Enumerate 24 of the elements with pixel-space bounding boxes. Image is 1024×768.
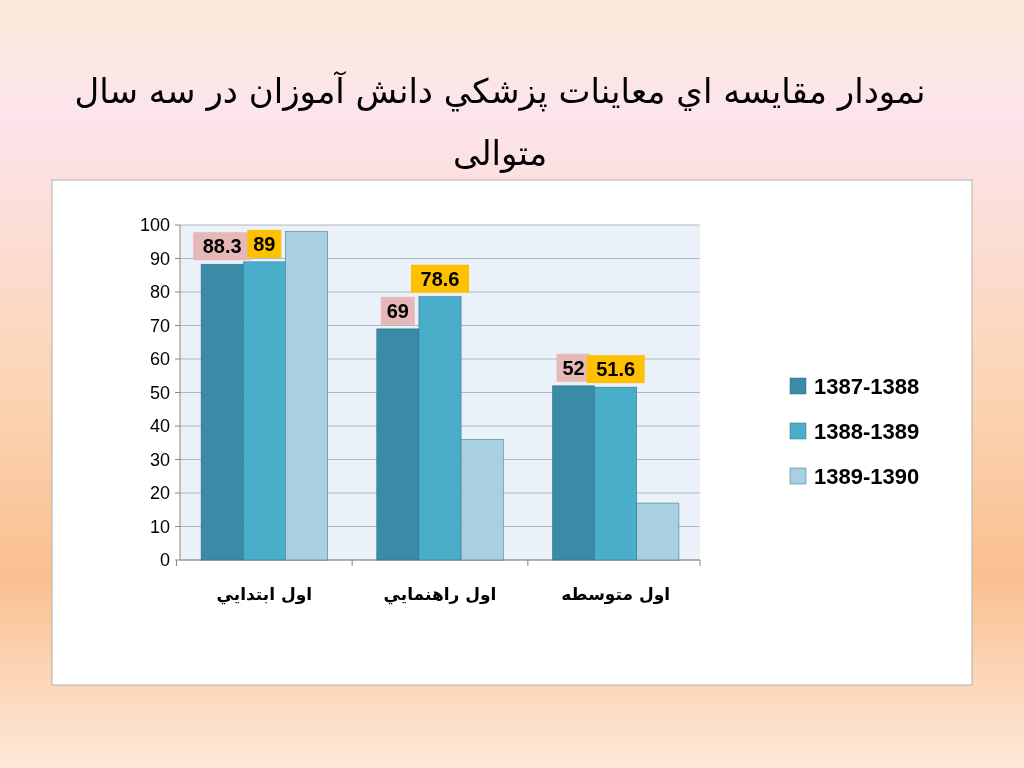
y-tick-label: 50 <box>149 382 170 403</box>
data-label: 89 <box>253 232 276 255</box>
legend-label: 1388-1389 <box>814 418 920 444</box>
legend-label: 1387-1388 <box>814 373 920 399</box>
y-tick-label: 30 <box>149 449 170 470</box>
data-label: 88.3 <box>202 235 242 258</box>
legend-label: 1389-1390 <box>814 463 920 489</box>
y-tick-label: 90 <box>149 248 170 269</box>
y-tick-label: 20 <box>149 483 170 503</box>
data-label: 78.6 <box>420 267 460 290</box>
data-label: 51.6 <box>596 358 636 381</box>
y-tick-label: 40 <box>149 416 170 436</box>
y-tick-label: 100 <box>139 215 170 235</box>
data-label: 52 <box>562 356 585 379</box>
y-tick-label: 60 <box>149 349 170 369</box>
chart-title: نمودار مقايسه اي معاينات پزشكي دانش آموزان در سه سال متوالی <box>73 70 927 175</box>
x-tick-label: اول راهنمايي <box>383 584 497 605</box>
x-tick-label: اول ابتدايي <box>216 584 313 605</box>
data-label: 69 <box>386 299 409 322</box>
y-tick-label: 80 <box>149 282 170 302</box>
y-tick-label: 10 <box>149 516 170 537</box>
x-tick-label: اول متوسطه <box>561 584 671 605</box>
y-tick-label: 0 <box>159 550 170 570</box>
y-tick-label: 70 <box>149 315 170 336</box>
